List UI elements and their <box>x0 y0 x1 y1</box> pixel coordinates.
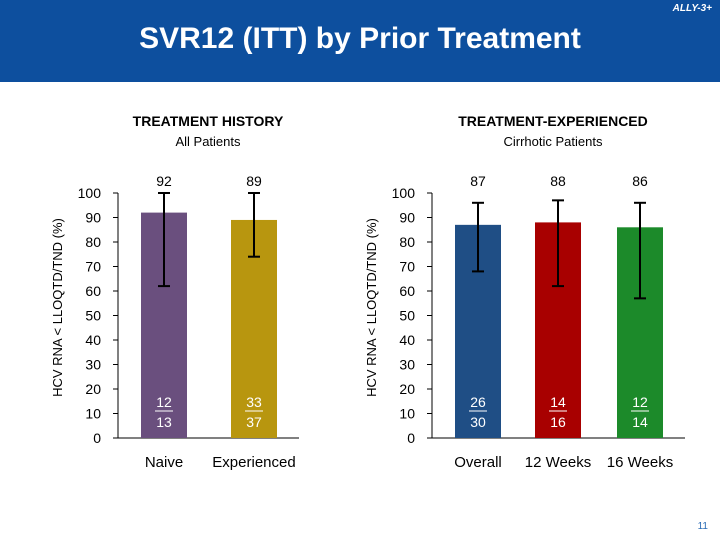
chart1-numerator: 26 <box>470 394 486 410</box>
chart0-y-tick-label: 100 <box>78 185 102 201</box>
header-bar: ALLY-3+ SVR12 (ITT) by Prior Treatment <box>0 0 720 82</box>
chart0-numerator: 33 <box>246 394 262 410</box>
chart1-y-axis-label: HCV RNA < LLOQTD/TND (%) <box>364 218 379 397</box>
chart0-y-tick-label: 70 <box>85 259 101 275</box>
chart1-denominator: 16 <box>550 414 566 430</box>
chart1-numerator: 14 <box>550 394 566 410</box>
chart0-denominator: 37 <box>246 414 262 430</box>
chart1-category-label: 16 Weeks <box>607 454 673 471</box>
chart1-data-label: 87 <box>470 173 486 189</box>
chart1-y-tick-label: 40 <box>399 332 415 348</box>
chart0-category-label: Experienced <box>212 454 295 471</box>
chart1-y-tick-label: 100 <box>392 185 416 201</box>
chart1-y-tick-label: 10 <box>399 406 415 422</box>
chart0-y-tick-label: 20 <box>85 381 101 397</box>
chart0-data-label: 92 <box>156 173 172 189</box>
chart1-y-tick-label: 20 <box>399 381 415 397</box>
chart0-data-label: 89 <box>246 173 262 189</box>
chart0-y-tick-label: 40 <box>85 332 101 348</box>
chart0-category-label: Naive <box>145 454 183 471</box>
study-tag: ALLY-3+ <box>672 3 712 14</box>
chart0-numerator: 12 <box>156 394 172 410</box>
chart1-data-label: 88 <box>550 173 566 189</box>
chart1-denominator: 30 <box>470 414 486 430</box>
chart1-denominator: 14 <box>632 414 648 430</box>
chart0-y-tick-label: 90 <box>85 210 101 226</box>
chart0-y-tick-label: 50 <box>85 308 101 324</box>
right-panel-subtitle: Cirrhotic Patients <box>503 134 603 149</box>
chart1-y-tick-label: 60 <box>399 283 415 299</box>
right-panel-title: TREATMENT-EXPERIENCED <box>458 113 648 129</box>
left-panel-subtitle: All Patients <box>175 134 241 149</box>
chart0-y-tick-label: 30 <box>85 357 101 373</box>
chart0-y-tick-label: 0 <box>93 430 101 446</box>
chart1-category-label: Overall <box>454 454 502 471</box>
chart0-denominator: 13 <box>156 414 172 430</box>
chart0-y-tick-label: 80 <box>85 234 101 250</box>
page-number: 11 <box>697 521 708 532</box>
chart1-numerator: 12 <box>632 394 648 410</box>
chart1-category-label: 12 Weeks <box>525 454 591 471</box>
slide-title: SVR12 (ITT) by Prior Treatment <box>139 22 581 55</box>
chart1-y-tick-label: 50 <box>399 308 415 324</box>
left-panel-title: TREATMENT HISTORY <box>132 113 284 129</box>
chart1-y-tick-label: 70 <box>399 259 415 275</box>
chart0-y-tick-label: 60 <box>85 283 101 299</box>
chart1-y-tick-label: 0 <box>407 430 415 446</box>
chart1-y-tick-label: 80 <box>399 234 415 250</box>
chart0-y-axis-label: HCV RNA < LLOQTD/TND (%) <box>50 218 65 397</box>
chart1-y-tick-label: 30 <box>399 357 415 373</box>
chart0-y-tick-label: 10 <box>85 406 101 422</box>
chart1-data-label: 86 <box>632 173 648 189</box>
chart1-y-tick-label: 90 <box>399 210 415 226</box>
